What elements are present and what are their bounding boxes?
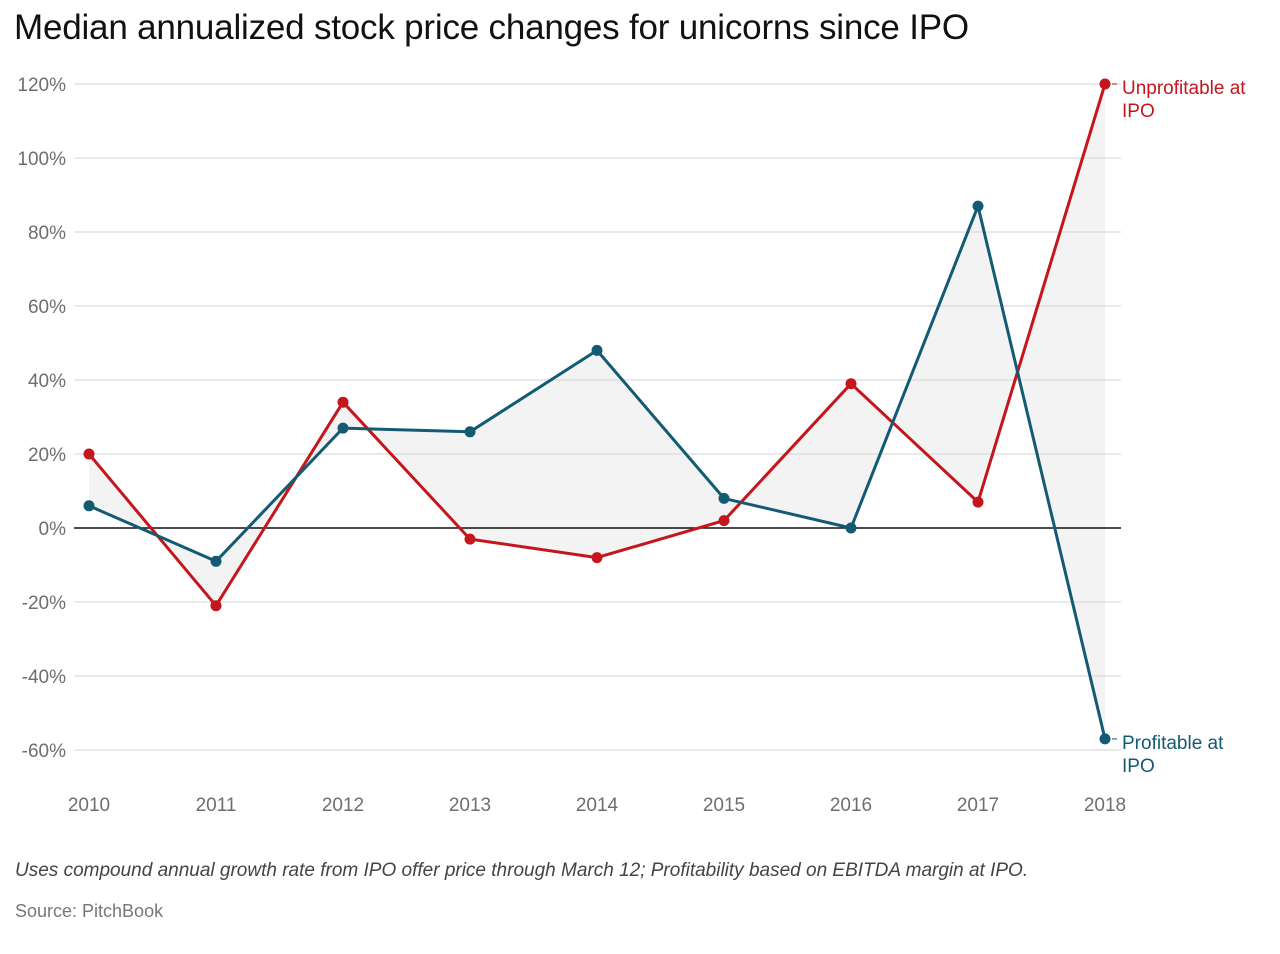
series-label: Profitable at: [1122, 733, 1224, 754]
data-point: [210, 600, 222, 612]
x-axis-ticks: 2010 2011 2012 2013 2014 2015 2016 2017 2018: [68, 795, 1126, 816]
x-tick-label: 2011: [196, 795, 237, 816]
series-unprofitable: [83, 78, 1111, 612]
y-tick-label: 0%: [39, 519, 67, 540]
y-tick-label: -20%: [22, 593, 66, 614]
range-fill-layer: [89, 84, 1105, 739]
data-point: [83, 500, 95, 512]
series-layer: [83, 78, 1111, 745]
x-tick-label: 2015: [703, 795, 745, 816]
y-tick-label: 60%: [28, 297, 66, 318]
x-tick-label: 2016: [830, 795, 872, 816]
data-point: [591, 344, 603, 356]
x-tick-label: 2018: [1084, 795, 1126, 816]
data-point: [591, 552, 603, 564]
data-point: [845, 378, 857, 390]
x-tick-label: 2010: [68, 795, 110, 816]
data-point: [83, 448, 95, 460]
x-tick-label: 2013: [449, 795, 491, 816]
data-point: [845, 522, 857, 534]
data-point: [464, 426, 476, 438]
series-label: Unprofitable at: [1122, 78, 1246, 99]
chart-source: Source: PitchBook: [15, 901, 164, 921]
y-tick-label: 120%: [17, 75, 66, 96]
chart-note: Uses compound annual growth rate from IP…: [15, 860, 1029, 881]
data-point: [972, 200, 984, 212]
data-point: [337, 422, 349, 434]
y-tick-label: -60%: [22, 741, 66, 762]
data-point: [1099, 733, 1111, 745]
series-profitable: [83, 200, 1111, 745]
y-tick-label: 40%: [28, 371, 66, 392]
x-tick-label: 2017: [957, 795, 999, 816]
data-point: [972, 496, 984, 508]
gridlines: [74, 83, 1121, 751]
data-point: [464, 533, 476, 545]
x-tick-label: 2012: [322, 795, 364, 816]
series-label: IPO: [1122, 756, 1155, 777]
y-tick-label: -40%: [22, 667, 66, 688]
x-tick-label: 2014: [576, 795, 619, 816]
chart-title: Median annualized stock price changes fo…: [14, 8, 969, 47]
y-tick-label: 80%: [28, 223, 66, 244]
y-tick-label: 20%: [28, 445, 66, 466]
data-point: [1099, 78, 1111, 90]
data-point: [718, 515, 730, 527]
data-point: [210, 555, 222, 567]
range-fill: [89, 84, 1105, 739]
y-axis-ticks: 120% 100% 80% 60% 40% 20% 0% -20% -40% -60%: [17, 75, 66, 762]
y-tick-label: 100%: [17, 149, 66, 170]
data-point: [337, 396, 349, 408]
data-point: [718, 492, 730, 504]
series-label: IPO: [1122, 101, 1155, 122]
